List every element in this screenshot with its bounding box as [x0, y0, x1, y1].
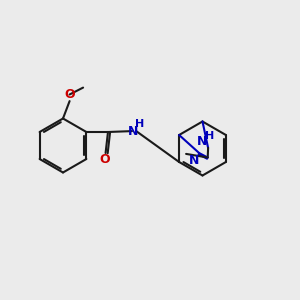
Text: H: H	[135, 119, 144, 130]
Text: H: H	[205, 131, 214, 141]
Text: O: O	[100, 153, 110, 166]
Text: N: N	[197, 135, 207, 148]
Text: N: N	[189, 154, 199, 167]
Text: O: O	[64, 88, 75, 101]
Text: N: N	[128, 124, 138, 138]
